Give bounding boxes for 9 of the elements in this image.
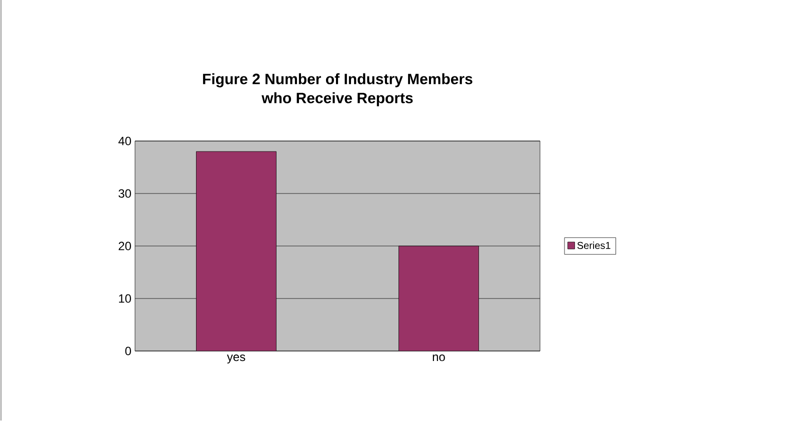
chart-title: Figure 2 Number of Industry Members who Receive Reports bbox=[203, 73, 472, 106]
y-tick-label: 40 bbox=[118, 136, 132, 146]
y-tick-label: 10 bbox=[119, 294, 132, 303]
y-tick-label: 30 bbox=[118, 189, 132, 198]
x-tick-label: no bbox=[432, 354, 445, 362]
y-tick-label: 20 bbox=[118, 242, 132, 250]
x-tick-label: yes bbox=[226, 354, 246, 364]
legend-label: Series1 bbox=[577, 242, 610, 249]
y-tick-label: 0 bbox=[125, 346, 132, 356]
